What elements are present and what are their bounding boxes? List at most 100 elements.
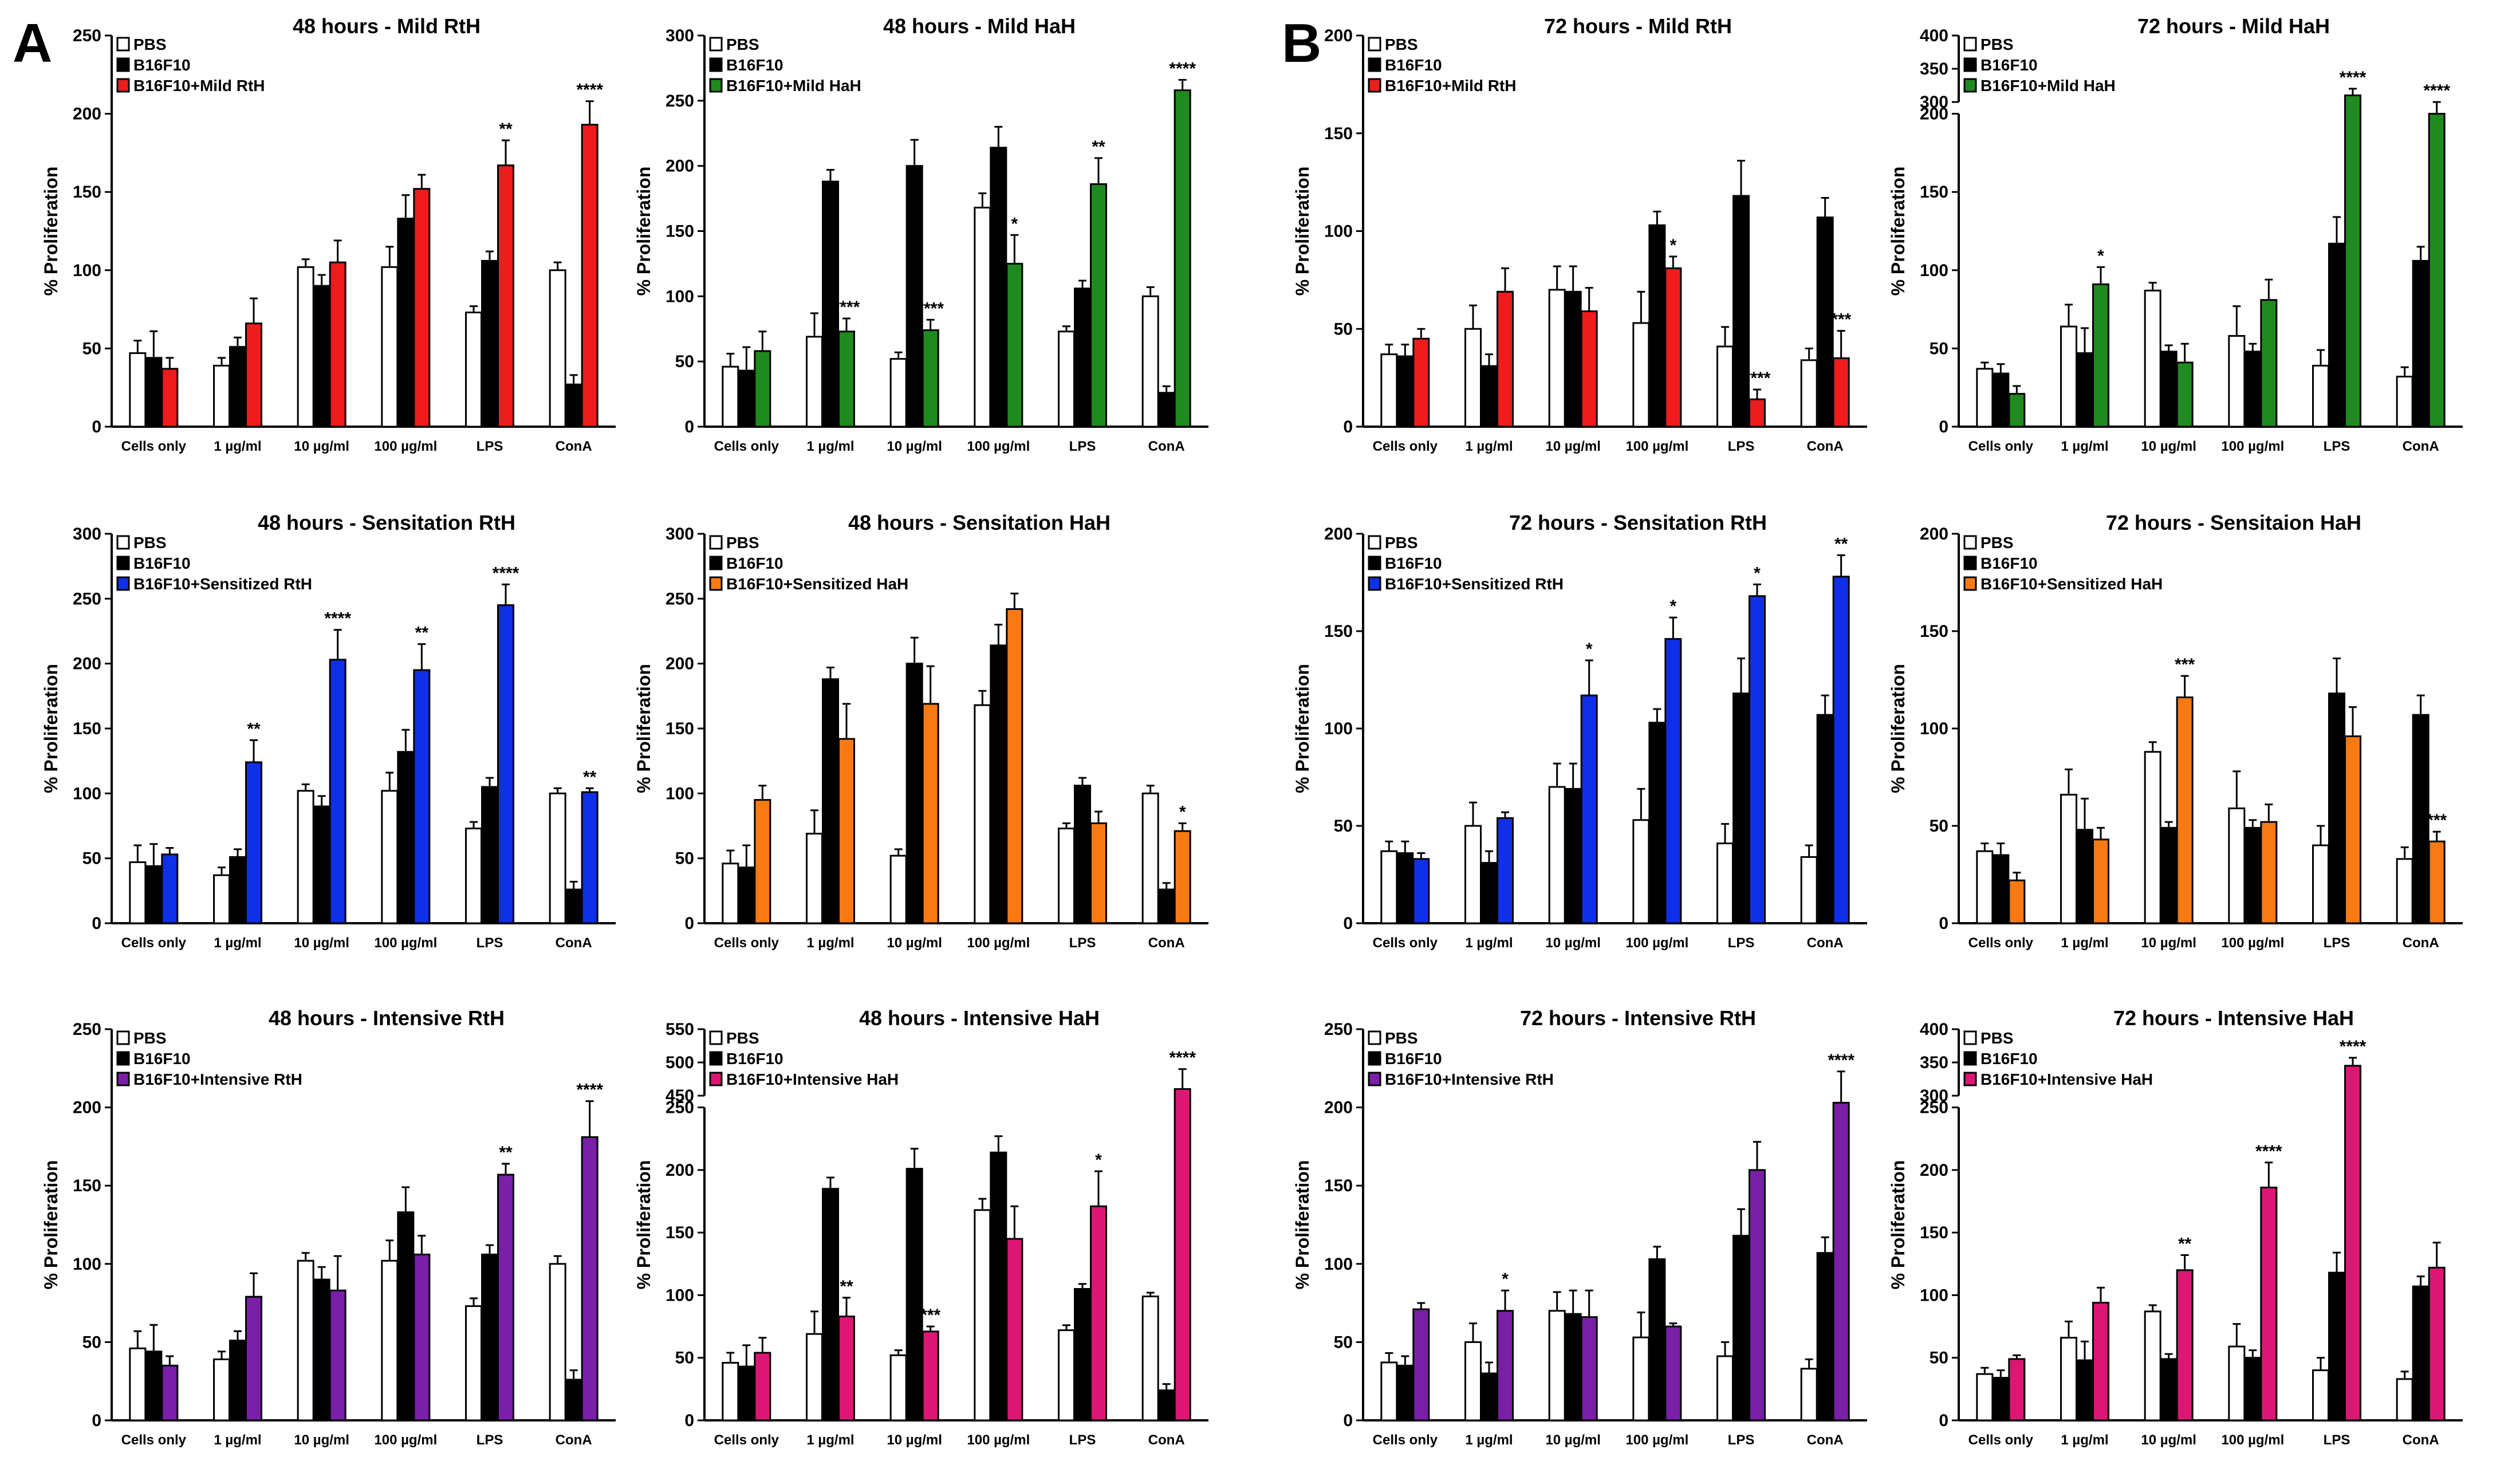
bar [1497,290,1514,428]
bar [922,703,939,924]
legend-label: B16F10 [726,1050,783,1068]
bar [2312,364,2329,428]
category-label: Cells only [121,935,187,951]
legend-swatch [1963,78,1977,93]
chart-12: 72 hours - Intensive HaH0501001502002503… [1888,1006,2463,1448]
bar [974,704,991,924]
bar [806,336,823,428]
bar [2328,1271,2345,1421]
y-tick-label: 0 [1939,418,1948,436]
y-tick-label: 150 [1920,622,1948,641]
y-axis-label: % Proliferation [1888,167,1908,296]
significance-label: *** [1831,310,1851,329]
y-axis-label: % Proliferation [633,167,654,296]
y-tick-label: 50 [82,339,101,358]
bar [1074,1288,1091,1421]
y-tick-label: 50 [1334,320,1353,338]
legend-label: B16F10 [1385,554,1442,572]
bar [2060,794,2077,924]
y-tick-label: 200 [666,655,694,674]
y-tick-label: 150 [666,1223,694,1242]
significance-label: *** [920,1306,940,1325]
legend-swatch [1963,1072,1977,1086]
bar [2008,393,2026,428]
y-tick-label: 50 [1930,339,1948,358]
category-label: 100 µg/ml [374,1432,437,1448]
bar [806,833,823,924]
bar [329,1289,346,1421]
bar [313,1278,330,1421]
y-axis-label: % Proliferation [1292,664,1313,793]
chart-title: 72 hours - Mild HaH [2137,14,2330,38]
y-tick-label: 300 [73,525,101,544]
legend-label: PBS [133,1029,167,1047]
bar [1800,856,1818,924]
category-label: 1 µg/ml [214,439,261,454]
bar [497,604,514,924]
legend-label: B16F10 [1385,56,1442,74]
legend-label: B16F10+Sensitized RtH [133,575,312,593]
bar [2176,361,2194,428]
legend-swatch [1368,1072,1381,1086]
chart-1: 48 hours - Mild RtH 0 50 100 150 200 250 % Prol… [41,14,616,454]
category-label: 10 µg/ml [887,1432,942,1448]
significance-label: * [1011,214,1018,233]
bar [905,1168,923,1421]
bar [161,853,179,924]
y-axis-label: % Proliferation [41,167,61,296]
bar [229,346,246,428]
legend-label: B16F10+Sensitized HaH [726,575,908,593]
bar [1976,850,1994,924]
bar [822,1188,839,1421]
y-tick-label: 50 [675,352,694,371]
bar [754,1352,771,1421]
bar [1090,183,1107,428]
y-tick-label: 550 [666,1020,694,1039]
category-label: LPS [477,439,503,454]
bar [1480,365,1498,428]
category-label: 10 µg/ml [2141,439,2196,454]
y-tick-label: 400 [1920,26,1948,45]
legend-label: B16F10+Intensive RtH [1385,1070,1554,1088]
legend-swatch [709,57,723,72]
significance-label: **** [1744,369,1771,388]
y-tick-label: 100 [1920,261,1948,280]
bar [1564,290,1582,428]
charts: 48 hours - Mild RtH 0 50 100 150 200 250 % Prol… [41,14,2463,1448]
bar [1464,825,1482,924]
y-tick-label: 250 [73,589,101,608]
panel-letter-b: B [1282,13,1321,74]
bar [129,352,147,428]
bar [397,218,415,428]
legend-label: B16F10 [1385,1050,1442,1068]
bar [1380,353,1398,428]
bar [2060,1337,2077,1421]
bar [2244,826,2262,924]
category-label: ConA [1148,935,1185,951]
bar [1497,817,1514,924]
bar [565,383,582,428]
y-tick-label: 50 [675,1349,694,1368]
legend-swatch [116,576,130,591]
y-tick-label: 150 [73,1176,101,1195]
bar [329,659,346,924]
bar [1464,1341,1482,1421]
bar [905,165,923,428]
bar [1174,1088,1191,1421]
bar [2396,858,2413,924]
bar [397,751,415,924]
bar [1548,786,1566,924]
y-tick-label: 100 [1920,719,1948,738]
bar [738,369,755,428]
bar [1564,1313,1582,1421]
chart-title: 48 hours - Intensive RtH [269,1006,505,1030]
bar [497,164,514,428]
legend-swatch [709,78,723,93]
category-label: 1 µg/ml [2061,1432,2108,1448]
bar [822,678,839,924]
y-tick-label: 250 [666,1098,694,1117]
category-label: ConA [1807,935,1844,951]
y-tick-label: 100 [1324,222,1353,241]
legend-swatch [116,1051,130,1066]
category-label: Cells only [1373,935,1438,951]
